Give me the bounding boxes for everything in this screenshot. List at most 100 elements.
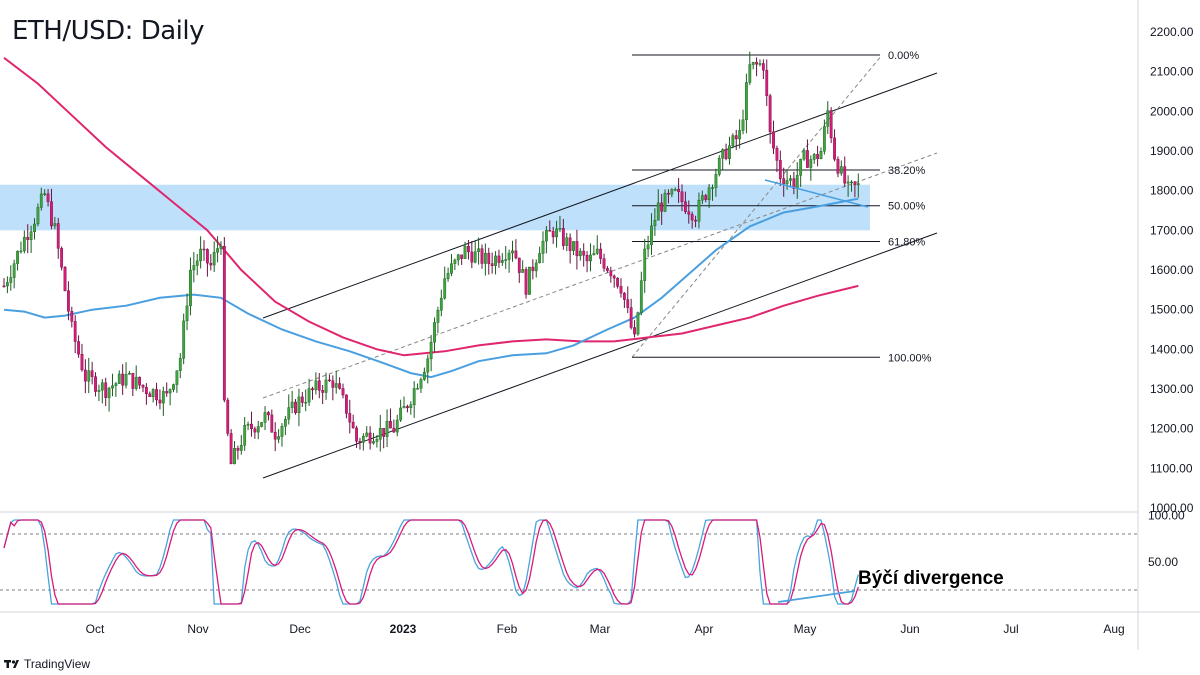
candle-body [128, 372, 131, 375]
candle-body [148, 393, 152, 398]
price-tick-label: 1500.00 [1150, 303, 1194, 317]
candle-body [121, 373, 125, 386]
candle-body [846, 181, 850, 184]
candle-body [141, 384, 145, 388]
candle-body [717, 158, 721, 175]
divergence-annotation: Býčí divergence [858, 568, 1004, 589]
candle-body [643, 248, 647, 281]
candle-body [514, 250, 518, 259]
main-pane[interactable] [0, 0, 1138, 512]
price-tick-label: 1700.00 [1150, 223, 1194, 237]
time-tick-label: May [794, 622, 817, 636]
candle-body [131, 372, 135, 389]
candle-body [460, 254, 464, 259]
candle-body [246, 423, 250, 426]
candle-body [97, 389, 101, 392]
candle-body [480, 248, 484, 264]
candle-body [253, 428, 257, 433]
candle-body [73, 321, 77, 342]
candle-body [436, 310, 440, 323]
price-tick-label: 2100.00 [1150, 65, 1194, 79]
candle-body [426, 358, 430, 373]
candle-body [283, 418, 287, 427]
candle-body [809, 159, 813, 168]
candle-body [178, 358, 182, 371]
candle-body [433, 322, 436, 343]
candle-body [351, 421, 355, 429]
candle-body [70, 311, 74, 322]
candle-body [738, 130, 742, 140]
candle-body [765, 69, 769, 96]
candle-body [307, 388, 311, 403]
candle-body [606, 268, 609, 271]
candle-body [450, 263, 453, 274]
candle-body [189, 269, 192, 307]
candle-body [311, 388, 314, 391]
candle-body [429, 341, 433, 360]
candle-body [60, 248, 64, 268]
candle-body [273, 432, 277, 440]
candle-body [385, 420, 389, 437]
candle-body [592, 253, 596, 256]
price-tick-label: 2200.00 [1150, 25, 1194, 39]
candle-body [395, 419, 399, 433]
wedge-line [764, 179, 869, 208]
candle-body [822, 126, 826, 152]
candle-body [280, 426, 284, 437]
candle-body [575, 241, 579, 257]
candle-body [758, 63, 762, 65]
candle-body [853, 181, 857, 186]
price-axis[interactable]: 2200.00 2100.00 2000.00 1900.00 1800.00 1700.… [1150, 25, 1194, 515]
candle-body [741, 119, 745, 131]
candle-body [36, 207, 40, 225]
candle-body [626, 299, 630, 308]
candle-body [585, 255, 589, 262]
candle-body [568, 237, 572, 251]
candle-body [331, 380, 335, 388]
price-tick-label: 1200.00 [1150, 422, 1194, 436]
brand[interactable]: TradingView [4, 657, 90, 671]
candle-body [250, 423, 253, 430]
candle-body [439, 297, 443, 311]
candle-body [368, 432, 372, 444]
time-tick-label: Mar [590, 622, 611, 636]
candle-body [124, 374, 128, 386]
candle-body [504, 259, 508, 261]
candle-body [192, 265, 196, 271]
candlesticks [2, 51, 860, 465]
candle-body [229, 433, 233, 465]
candle-body [382, 428, 386, 437]
candle-body [161, 391, 165, 404]
candle-body [636, 312, 640, 335]
candle-body [745, 82, 748, 121]
channel-mid-line [262, 152, 938, 399]
price-tick-label: 1600.00 [1150, 263, 1194, 277]
price-tick-label: 1900.00 [1150, 144, 1194, 158]
candle-body [524, 269, 528, 295]
candle-body [80, 353, 84, 371]
osc-tick-label: 50.00 [1148, 555, 1178, 569]
time-axis[interactable]: Oct Nov Dec 2023 Feb Mar Apr May Jun Jul Aug [86, 622, 1125, 636]
candle-body [151, 389, 155, 398]
candle-body [463, 245, 467, 259]
candle-body [155, 389, 158, 401]
candle-body [348, 413, 352, 423]
candle-body [721, 149, 725, 159]
fib-level-label: 100.00% [888, 352, 932, 364]
candle-body [277, 436, 280, 440]
candle-body [500, 260, 504, 263]
candle-body [650, 225, 653, 246]
candle-body [77, 341, 80, 355]
candle-body [182, 320, 186, 359]
candle-body [114, 383, 118, 387]
time-tick-label: Aug [1103, 622, 1124, 636]
candle-body [334, 383, 338, 388]
candle-body [711, 187, 714, 189]
candle-body [775, 148, 779, 161]
channel-upper-line [262, 72, 938, 319]
candle-body [138, 376, 141, 386]
candle-body [561, 228, 565, 246]
candle-body [528, 266, 531, 295]
candle-body [795, 175, 799, 189]
